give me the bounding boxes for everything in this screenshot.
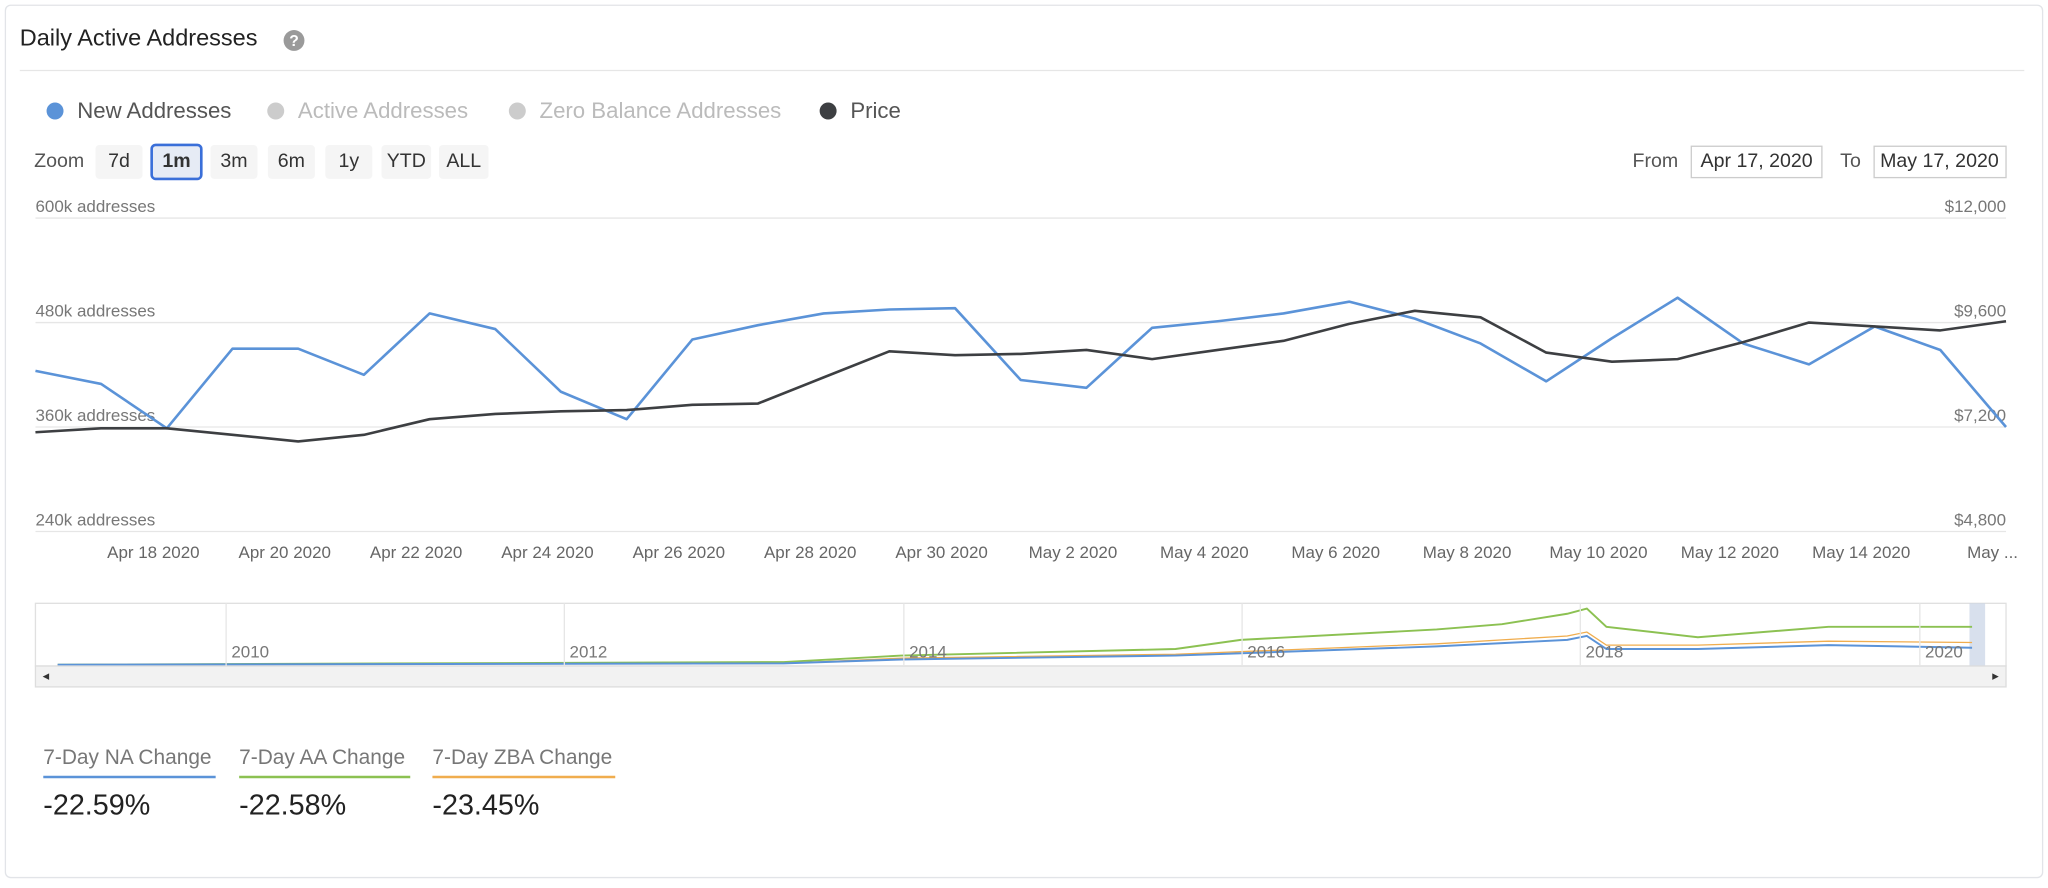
x-tick-label: May 8 2020 bbox=[1423, 543, 1512, 562]
y-tick-label: 600k addresses bbox=[35, 197, 155, 216]
zoom-button-label: 1y bbox=[339, 150, 360, 172]
navigator: ◂ ▸ bbox=[34, 602, 2007, 688]
stat-value: -23.45% bbox=[432, 790, 539, 822]
y2-tick-label: $9,600 bbox=[1954, 302, 2006, 321]
zoom-button-label: YTD bbox=[387, 150, 426, 172]
legend-label[interactable]: Price bbox=[850, 98, 901, 123]
zoom-button-label: 3m bbox=[220, 150, 247, 172]
zoom-button[interactable] bbox=[267, 144, 315, 179]
x-tick-label: Apr 22 2020 bbox=[370, 543, 462, 562]
x-tick-label: May 10 2020 bbox=[1549, 543, 1647, 562]
zoom-label: Zoom bbox=[34, 150, 84, 172]
from-input[interactable] bbox=[1690, 145, 1823, 179]
zoom-button[interactable] bbox=[381, 144, 432, 179]
y-tick-label: 240k addresses bbox=[35, 511, 155, 530]
navigator-year: 2014 bbox=[909, 642, 947, 661]
zoom-button[interactable] bbox=[95, 144, 143, 179]
navigator-line bbox=[57, 634, 1973, 666]
legend-dot[interactable] bbox=[508, 102, 526, 120]
zoom-button[interactable] bbox=[325, 144, 373, 179]
zoom-button-label: 7d bbox=[108, 150, 130, 172]
help-glyph: ? bbox=[289, 33, 299, 50]
to-input[interactable] bbox=[1873, 145, 2007, 179]
stat-label: 7-Day AA Change bbox=[239, 746, 405, 769]
x-tick-label: May 6 2020 bbox=[1291, 543, 1380, 562]
navigator-year: 2018 bbox=[1586, 642, 1624, 661]
navigator-year: 2010 bbox=[231, 642, 269, 661]
scrollbar[interactable] bbox=[34, 665, 2007, 688]
x-tick-label: Apr 26 2020 bbox=[633, 543, 725, 562]
from-date: Apr 17, 2020 bbox=[1701, 150, 1813, 172]
title: Daily Active Addresses bbox=[20, 24, 258, 50]
navigator-year: 2016 bbox=[1247, 642, 1285, 661]
stat-value: -22.59% bbox=[43, 790, 150, 822]
x-tick-label: May 2 2020 bbox=[1029, 543, 1118, 562]
stat-value: -22.58% bbox=[239, 790, 346, 822]
x-tick-label: Apr 28 2020 bbox=[764, 543, 856, 562]
zoom-button[interactable] bbox=[210, 144, 258, 179]
x-tick-label: Apr 18 2020 bbox=[107, 543, 199, 562]
x-tick-label: May 14 2020 bbox=[1812, 543, 1910, 562]
x-tick-label: May 12 2020 bbox=[1681, 543, 1779, 562]
navigator-year: 2012 bbox=[570, 642, 608, 661]
zoom-button[interactable] bbox=[438, 144, 489, 179]
legend-label[interactable]: Zero Balance Addresses bbox=[540, 98, 782, 123]
help-icon[interactable] bbox=[283, 30, 305, 51]
zoom-button[interactable] bbox=[150, 143, 203, 181]
y-tick-label: 480k addresses bbox=[35, 302, 155, 321]
legend-dot[interactable] bbox=[819, 102, 837, 120]
series-line bbox=[35, 296, 2008, 430]
to-date: May 17, 2020 bbox=[1880, 150, 1999, 172]
x-tick-label: Apr 30 2020 bbox=[895, 543, 987, 562]
navigator-year: 2020 bbox=[1925, 642, 1963, 661]
y2-tick-label: $7,200 bbox=[1954, 406, 2006, 425]
zoom-button-label: 6m bbox=[278, 150, 305, 172]
x-tick-label: May 4 2020 bbox=[1160, 543, 1249, 562]
from-label: From bbox=[1633, 150, 1679, 172]
x-tick-label: May ... bbox=[1967, 543, 2018, 562]
zoom-button-label: 1m bbox=[162, 150, 190, 172]
legend-dot[interactable] bbox=[46, 102, 64, 120]
x-tick-label: Apr 24 2020 bbox=[501, 543, 593, 562]
to-label: To bbox=[1840, 150, 1861, 172]
legend-dot[interactable] bbox=[267, 102, 285, 120]
scroll-right[interactable]: ▸ bbox=[1992, 668, 1999, 683]
y-tick-label: 360k addresses bbox=[35, 406, 155, 425]
y2-tick-label: $4,800 bbox=[1954, 511, 2006, 530]
series-line bbox=[35, 309, 2007, 443]
scroll-left[interactable]: ◂ bbox=[43, 668, 50, 683]
stat-label: 7-Day NA Change bbox=[43, 746, 211, 769]
y2-tick-label: $12,000 bbox=[1945, 197, 2006, 216]
zoom-button-label: ALL bbox=[446, 150, 481, 172]
stat-label: 7-Day ZBA Change bbox=[432, 746, 612, 769]
x-tick-label: Apr 20 2020 bbox=[239, 543, 331, 562]
legend-label[interactable]: Active Addresses bbox=[298, 98, 468, 123]
legend-label[interactable]: New Addresses bbox=[77, 98, 231, 123]
navigator-line bbox=[57, 607, 1973, 666]
